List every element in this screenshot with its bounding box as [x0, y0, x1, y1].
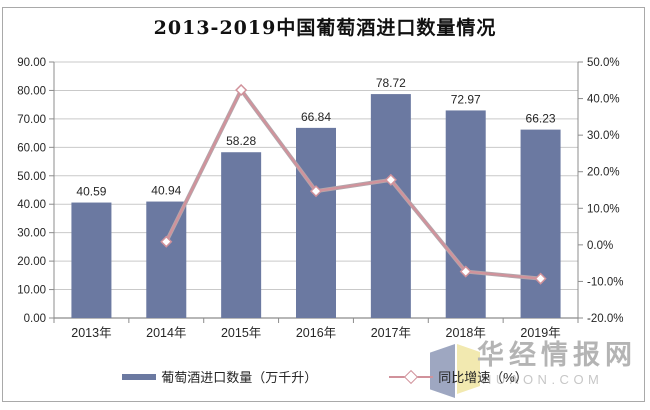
left-axis-tick-label: 80.00: [17, 85, 46, 97]
line-swatch-icon: [389, 369, 434, 384]
x-axis-label: 2019年: [520, 326, 560, 340]
bar-value-label: 72.97: [451, 92, 481, 106]
right-axis-tick-label: -10.0%: [587, 276, 623, 288]
right-axis-tick-label: -20.0%: [587, 313, 623, 325]
growth-line-marker: [235, 83, 248, 97]
right-axis-tick-label: 20.0%: [587, 167, 620, 179]
x-axis-label: 2013年: [71, 326, 111, 340]
bar-2013年: [71, 202, 112, 318]
x-axis-label: 2014年: [146, 326, 186, 340]
bar-value-label: 58.28: [226, 134, 256, 148]
growth-line-marker: [309, 185, 323, 198]
bar-2016年: [296, 127, 336, 318]
legend-label-growth: 同比增速（%）: [438, 370, 528, 385]
chart-plot-area: 0.00 10.00 20.00 30.00 40.00 50.00 60.00 70.00 8…: [17, 57, 623, 340]
right-axis-tick-label: 0.0%: [587, 240, 613, 252]
left-axis-tick-label: 30.00: [17, 228, 46, 240]
legend: 葡萄酒进口数量（万千升） 同比增速（%）: [0, 367, 650, 386]
growth-line-marker: [459, 265, 472, 278]
bar-2017年: [370, 94, 411, 319]
bar-2019年: [520, 129, 561, 318]
left-axis-tick-label: 60.00: [17, 142, 46, 154]
x-axis-label: 2018年: [446, 326, 486, 340]
bar-value-label: 78.72: [376, 76, 406, 90]
right-axis-tick-label: 40.0%: [587, 94, 620, 106]
legend-label-imports: 葡萄酒进口数量（万千升）: [161, 370, 318, 385]
bar-value-label: 66.23: [526, 112, 556, 126]
left-axis-tick-label: 50.00: [17, 171, 46, 183]
left-axis-tick-label: 70.00: [17, 114, 46, 126]
right-axis-tick-label: 10.0%: [587, 203, 620, 215]
huaon-logo-icon: [430, 344, 480, 398]
watermark-name: 华经情报网: [477, 340, 637, 371]
bar-value-label: 40.94: [151, 184, 181, 198]
bar-value-label: 66.84: [301, 110, 331, 124]
watermark: 华经情报网 HUAON.COM: [477, 340, 637, 387]
growth-line-marker: [384, 173, 397, 186]
x-axis-label: 2017年: [371, 326, 411, 340]
left-axis-tick-label: 0.00: [24, 313, 46, 325]
bar-2014年: [146, 201, 187, 318]
left-axis-tick-label: 40.00: [17, 199, 46, 211]
left-axis-tick-label: 20.00: [17, 256, 46, 268]
x-axis-label: 2015年: [221, 326, 261, 340]
bar-2018年: [445, 110, 486, 318]
bar-2015年: [221, 152, 262, 318]
chart-title: 2013-2019中国葡萄酒进口数量情况: [153, 17, 497, 39]
x-axis-label: 2016年: [296, 326, 336, 340]
diamond-marker-icon: [404, 369, 419, 384]
right-axis-tick-label: 30.0%: [587, 130, 620, 142]
growth-line-marker: [534, 272, 547, 285]
growth-line-marker: [160, 235, 173, 248]
logo-left-panel: [430, 344, 455, 398]
right-axis-tick-label: 50.0%: [587, 57, 620, 69]
watermark-domain: HUAON.COM: [482, 372, 604, 388]
legend-item-growth: 同比增速（%）: [389, 367, 528, 386]
legend-item-imports: 葡萄酒进口数量（万千升）: [122, 367, 317, 386]
growth-line: [165, 88, 541, 280]
left-axis-tick-label: 10.00: [17, 285, 46, 297]
left-axis-tick-label: 90.00: [17, 57, 46, 69]
logo-right-panel: [457, 344, 480, 394]
bar-swatch-icon: [122, 373, 157, 380]
bar-value-label: 40.59: [76, 185, 106, 199]
